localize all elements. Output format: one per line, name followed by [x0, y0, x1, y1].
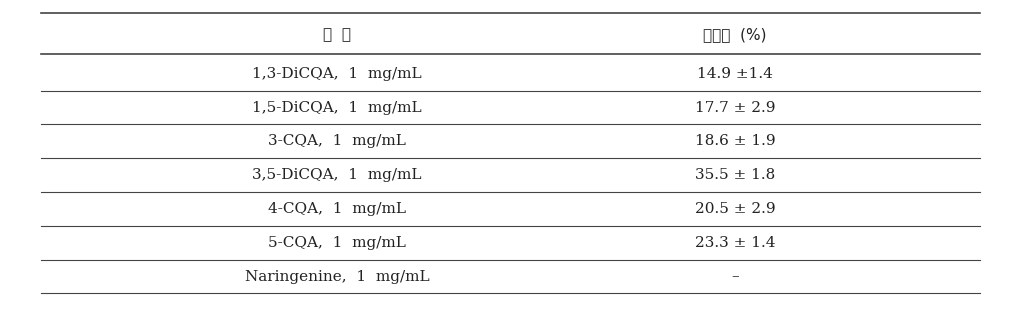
Text: 35.5 ± 1.8: 35.5 ± 1.8 — [695, 168, 775, 182]
Text: 20.5 ± 2.9: 20.5 ± 2.9 — [695, 202, 775, 216]
Text: 1,3-DiCQA,  1  mg/mL: 1,3-DiCQA, 1 mg/mL — [252, 67, 422, 81]
Text: 시  료: 시 료 — [323, 27, 351, 42]
Text: 3-CQA,  1  mg/mL: 3-CQA, 1 mg/mL — [268, 134, 406, 148]
Text: 4-CQA,  1  mg/mL: 4-CQA, 1 mg/mL — [268, 202, 406, 216]
Text: 1,5-DiCQA,  1  mg/mL: 1,5-DiCQA, 1 mg/mL — [252, 101, 422, 114]
Text: 14.9 ±1.4: 14.9 ±1.4 — [697, 67, 773, 81]
Text: 3,5-DiCQA,  1  mg/mL: 3,5-DiCQA, 1 mg/mL — [252, 168, 422, 182]
Text: 23.3 ± 1.4: 23.3 ± 1.4 — [695, 236, 775, 250]
Text: –: – — [731, 270, 739, 283]
Text: 17.7 ± 2.9: 17.7 ± 2.9 — [695, 101, 775, 114]
Text: 5-CQA,  1  mg/mL: 5-CQA, 1 mg/mL — [268, 236, 406, 250]
Text: Naringenine,  1  mg/mL: Naringenine, 1 mg/mL — [245, 270, 429, 283]
Text: 저해율  (%): 저해율 (%) — [703, 27, 767, 42]
Text: 18.6 ± 1.9: 18.6 ± 1.9 — [695, 134, 775, 148]
